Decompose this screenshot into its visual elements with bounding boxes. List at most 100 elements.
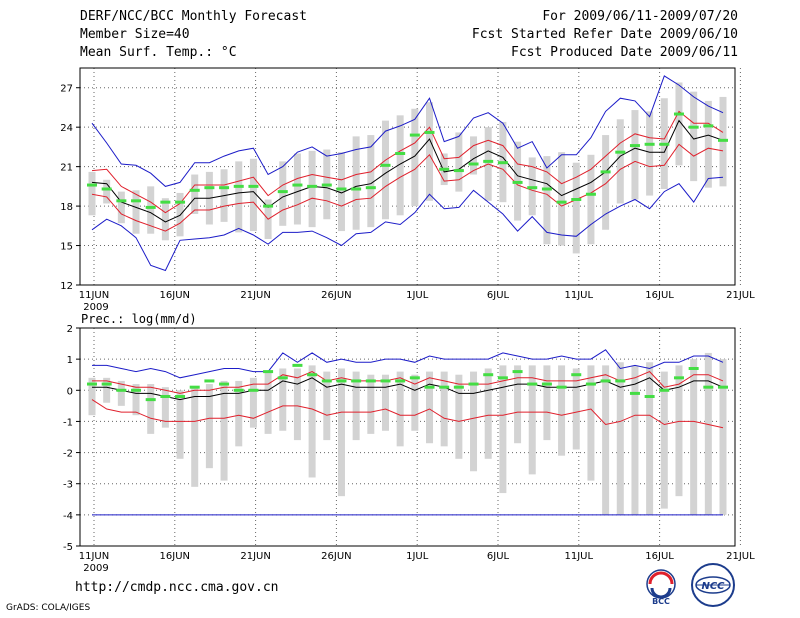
panel1-box xyxy=(470,136,478,175)
panel2-box xyxy=(352,371,360,441)
panel1-xtick-label: 6JUL xyxy=(487,290,510,301)
panel2-box xyxy=(132,384,140,416)
panel2-ytick-label: -5 xyxy=(63,542,73,553)
panel1-box xyxy=(631,110,639,200)
panel2-box xyxy=(323,371,331,441)
panel1-ytick-label: 21 xyxy=(60,163,73,174)
forecast-period: For 2009/06/11-2009/07/20 xyxy=(542,9,738,24)
header-right: For 2009/06/11-2009/07/20 Fcst Started Re… xyxy=(472,8,738,62)
panel2-box xyxy=(220,380,228,481)
panel1-box xyxy=(455,132,463,192)
bcc-logo-text: BCC xyxy=(652,597,670,606)
panel2-box xyxy=(205,384,213,469)
panel1-box xyxy=(337,152,345,232)
panel2-box xyxy=(455,374,463,459)
panel1-box xyxy=(147,186,155,234)
panel1-xtick-label: 16JUL xyxy=(645,290,674,301)
panel2-box xyxy=(308,365,316,478)
panel1-xtick-label: 21JUN xyxy=(240,290,270,301)
panel1-ytick-label: 27 xyxy=(60,84,73,95)
panel2-box xyxy=(646,362,654,515)
panel2-box xyxy=(117,380,125,406)
bcc-logo: BCC xyxy=(646,569,676,606)
panel2-box xyxy=(543,365,551,441)
panel2-xtick-label: 26JUN xyxy=(321,551,351,562)
panel1-xtick-label: 16JUN xyxy=(160,290,190,301)
panel1-xtick-label: 11JUN xyxy=(79,290,109,301)
panel1-box xyxy=(587,154,595,245)
panel2-xtick-label: 11JUL xyxy=(565,551,594,562)
panel1-box xyxy=(249,158,257,232)
panel1-line-min xyxy=(91,176,724,272)
panel1-box xyxy=(616,119,624,204)
panel2-xtick-label: 1JUL xyxy=(406,551,429,562)
panel1-box xyxy=(191,174,199,214)
panel2-box xyxy=(499,365,507,494)
panel1-ytick-label: 12 xyxy=(60,281,73,292)
chart-title: DERF/NCC/BCC Monthly Forecast xyxy=(80,9,307,24)
panel1-box xyxy=(543,156,551,245)
panel1-box xyxy=(235,161,243,233)
grads-credit: GrADS: COLA/IGES xyxy=(6,603,91,613)
panel1-box xyxy=(426,102,434,201)
panel2-xtick-label: 21JUN xyxy=(240,551,270,562)
panel1-line-max xyxy=(91,75,724,187)
panel1-line-lower xyxy=(91,143,724,232)
panel1-box xyxy=(675,82,683,166)
panel1-xtick-label: 1JUL xyxy=(406,290,429,301)
panel2-box xyxy=(470,371,478,472)
panel2-box xyxy=(440,371,448,447)
panel1-box xyxy=(161,198,169,241)
panel2-xtick-label: 16JUL xyxy=(645,551,674,562)
panel1-box xyxy=(602,135,610,230)
started-date: Fcst Started Refer Date 2009/06/10 xyxy=(471,27,738,42)
panel2-ytick-label: 0 xyxy=(67,386,73,397)
panel1-box xyxy=(132,190,140,234)
panel2-box xyxy=(616,362,624,515)
panel2-box xyxy=(293,368,301,441)
panel2-box xyxy=(367,374,375,434)
panel2-box xyxy=(558,365,566,456)
panel1-box xyxy=(690,91,698,182)
panel1-box xyxy=(308,150,316,228)
panel2-box xyxy=(426,371,434,444)
panel2-box xyxy=(572,368,580,450)
panel1-box xyxy=(279,161,287,226)
panel2-box xyxy=(528,365,536,475)
panel2-xtick-label: 6JUL xyxy=(487,551,510,562)
panel2-frame xyxy=(79,327,736,547)
panel2-box xyxy=(411,374,419,431)
panel1-box xyxy=(558,152,566,246)
ncc-logo: NCC xyxy=(691,563,735,607)
panel2-ytick-label: -4 xyxy=(63,511,73,522)
panel2-box xyxy=(690,359,698,515)
variable-label: Mean Surf. Temp.: °C xyxy=(80,45,237,60)
panel2-box xyxy=(176,390,184,459)
panel2-title: Prec.: log(mm/d) xyxy=(81,312,197,326)
panel2-xtick-label: 11JUN xyxy=(79,551,109,562)
source-url[interactable]: http://cmdp.ncc.cma.gov.cn xyxy=(75,580,279,595)
header-left: DERF/NCC/BCC Monthly Forecast Member Size… xyxy=(80,8,307,62)
panel1-box xyxy=(396,115,404,216)
panel2-box xyxy=(396,371,404,447)
panel1-box xyxy=(572,162,580,254)
panel1-box xyxy=(88,171,96,216)
panel2-box xyxy=(587,365,595,481)
panel2-xtick-label: 16JUN xyxy=(160,551,190,562)
panel2-line-max xyxy=(92,349,724,379)
panel1-year-label: 2009 xyxy=(83,302,108,313)
member-size: Member Size=40 xyxy=(80,27,190,42)
panel1-xtick-label: 26JUN xyxy=(321,290,351,301)
panel2-box xyxy=(719,359,727,515)
panel1-frame xyxy=(79,67,736,286)
panel2-ytick-label: 1 xyxy=(67,355,73,366)
panel1-box xyxy=(367,135,375,228)
panel2-line-mean xyxy=(92,377,724,401)
panel1-xtick-label: 11JUL xyxy=(565,290,594,301)
panel2-box xyxy=(514,365,522,444)
panel1-ytick-label: 24 xyxy=(60,123,73,134)
panel1-box xyxy=(411,108,419,207)
panel2-box xyxy=(704,352,712,515)
panel1-box xyxy=(381,120,389,220)
